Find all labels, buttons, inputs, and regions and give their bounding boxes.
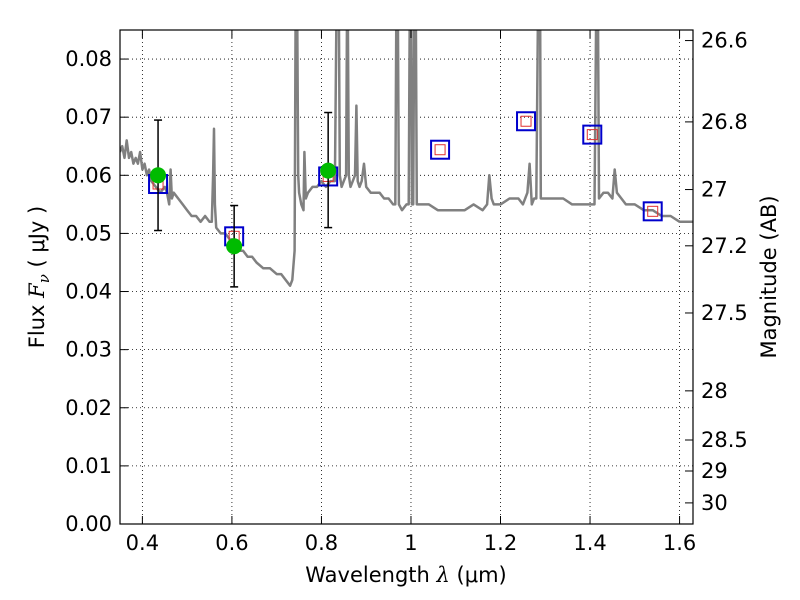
right-tick-label: 27.2 <box>701 234 748 258</box>
x-tick-label: 1.6 <box>663 531 696 555</box>
right-tick-label: 27 <box>701 178 728 202</box>
x-axis-label: Wavelength λ (μm) <box>305 563 506 587</box>
model-photometry-box <box>582 124 603 145</box>
right-tick-label: 29 <box>701 459 728 483</box>
y-tick-label: 0.01 <box>65 454 112 478</box>
x-tick-label: 0.4 <box>126 531 159 555</box>
x-tick-label: 1.2 <box>484 531 517 555</box>
y-tick-label: 0.08 <box>65 47 112 71</box>
observed-point <box>320 162 337 179</box>
model-photometry-inner <box>586 129 598 141</box>
model-spectrum-line <box>120 30 693 287</box>
plot-frame <box>119 29 694 525</box>
model-photometry-box <box>642 201 663 222</box>
model-photometry-inner <box>520 115 532 127</box>
observed-point <box>226 238 243 255</box>
x-tick-label: 0.8 <box>305 531 338 555</box>
model-photometry-markers <box>148 111 663 247</box>
right-tick-label: 28 <box>701 379 728 403</box>
y-tick-label: 0.02 <box>65 396 112 420</box>
x-tick-label: 1 <box>404 531 417 555</box>
x-tick-label: 1.4 <box>573 531 606 555</box>
y-tick-label: 0.06 <box>65 163 112 187</box>
right-axis-ticks: 26.6 26.8 27 27.2 27.5 28 28.5 29 30 <box>685 29 748 515</box>
y-axis-ticks: 0.00 0.01 0.02 0.03 0.04 0.05 0.06 0.07 0.08 <box>65 47 128 536</box>
y-tick-label: 0.03 <box>65 338 112 362</box>
right-tick-label: 30 <box>701 491 728 515</box>
y-tick-label: 0.07 <box>65 105 112 129</box>
model-photometry-inner <box>647 205 659 217</box>
y-axis-right-label: Magnitude (AB) <box>757 195 781 358</box>
right-tick-label: 26.8 <box>701 110 748 134</box>
y-tick-label: 0.04 <box>65 280 112 304</box>
right-tick-label: 27.5 <box>701 301 748 325</box>
model-photometry-inner <box>434 144 446 156</box>
model-photometry-box <box>430 139 451 160</box>
right-tick-label: 28.5 <box>701 428 748 452</box>
y-tick-label: 0.05 <box>65 221 112 245</box>
y-axis-left-label: Flux Fν ( μJy ) <box>25 206 53 348</box>
right-tick-label: 26.6 <box>701 29 748 53</box>
observed-point <box>150 167 167 184</box>
y-tick-label: 0.00 <box>65 512 112 536</box>
observed-photometry-markers <box>150 111 337 288</box>
model-photometry-box <box>516 111 537 132</box>
x-tick-label: 0.6 <box>215 531 248 555</box>
x-axis-ticks: 0.4 0.6 0.8 1 1.2 1.4 1.6 <box>126 30 696 555</box>
grid <box>120 30 693 525</box>
